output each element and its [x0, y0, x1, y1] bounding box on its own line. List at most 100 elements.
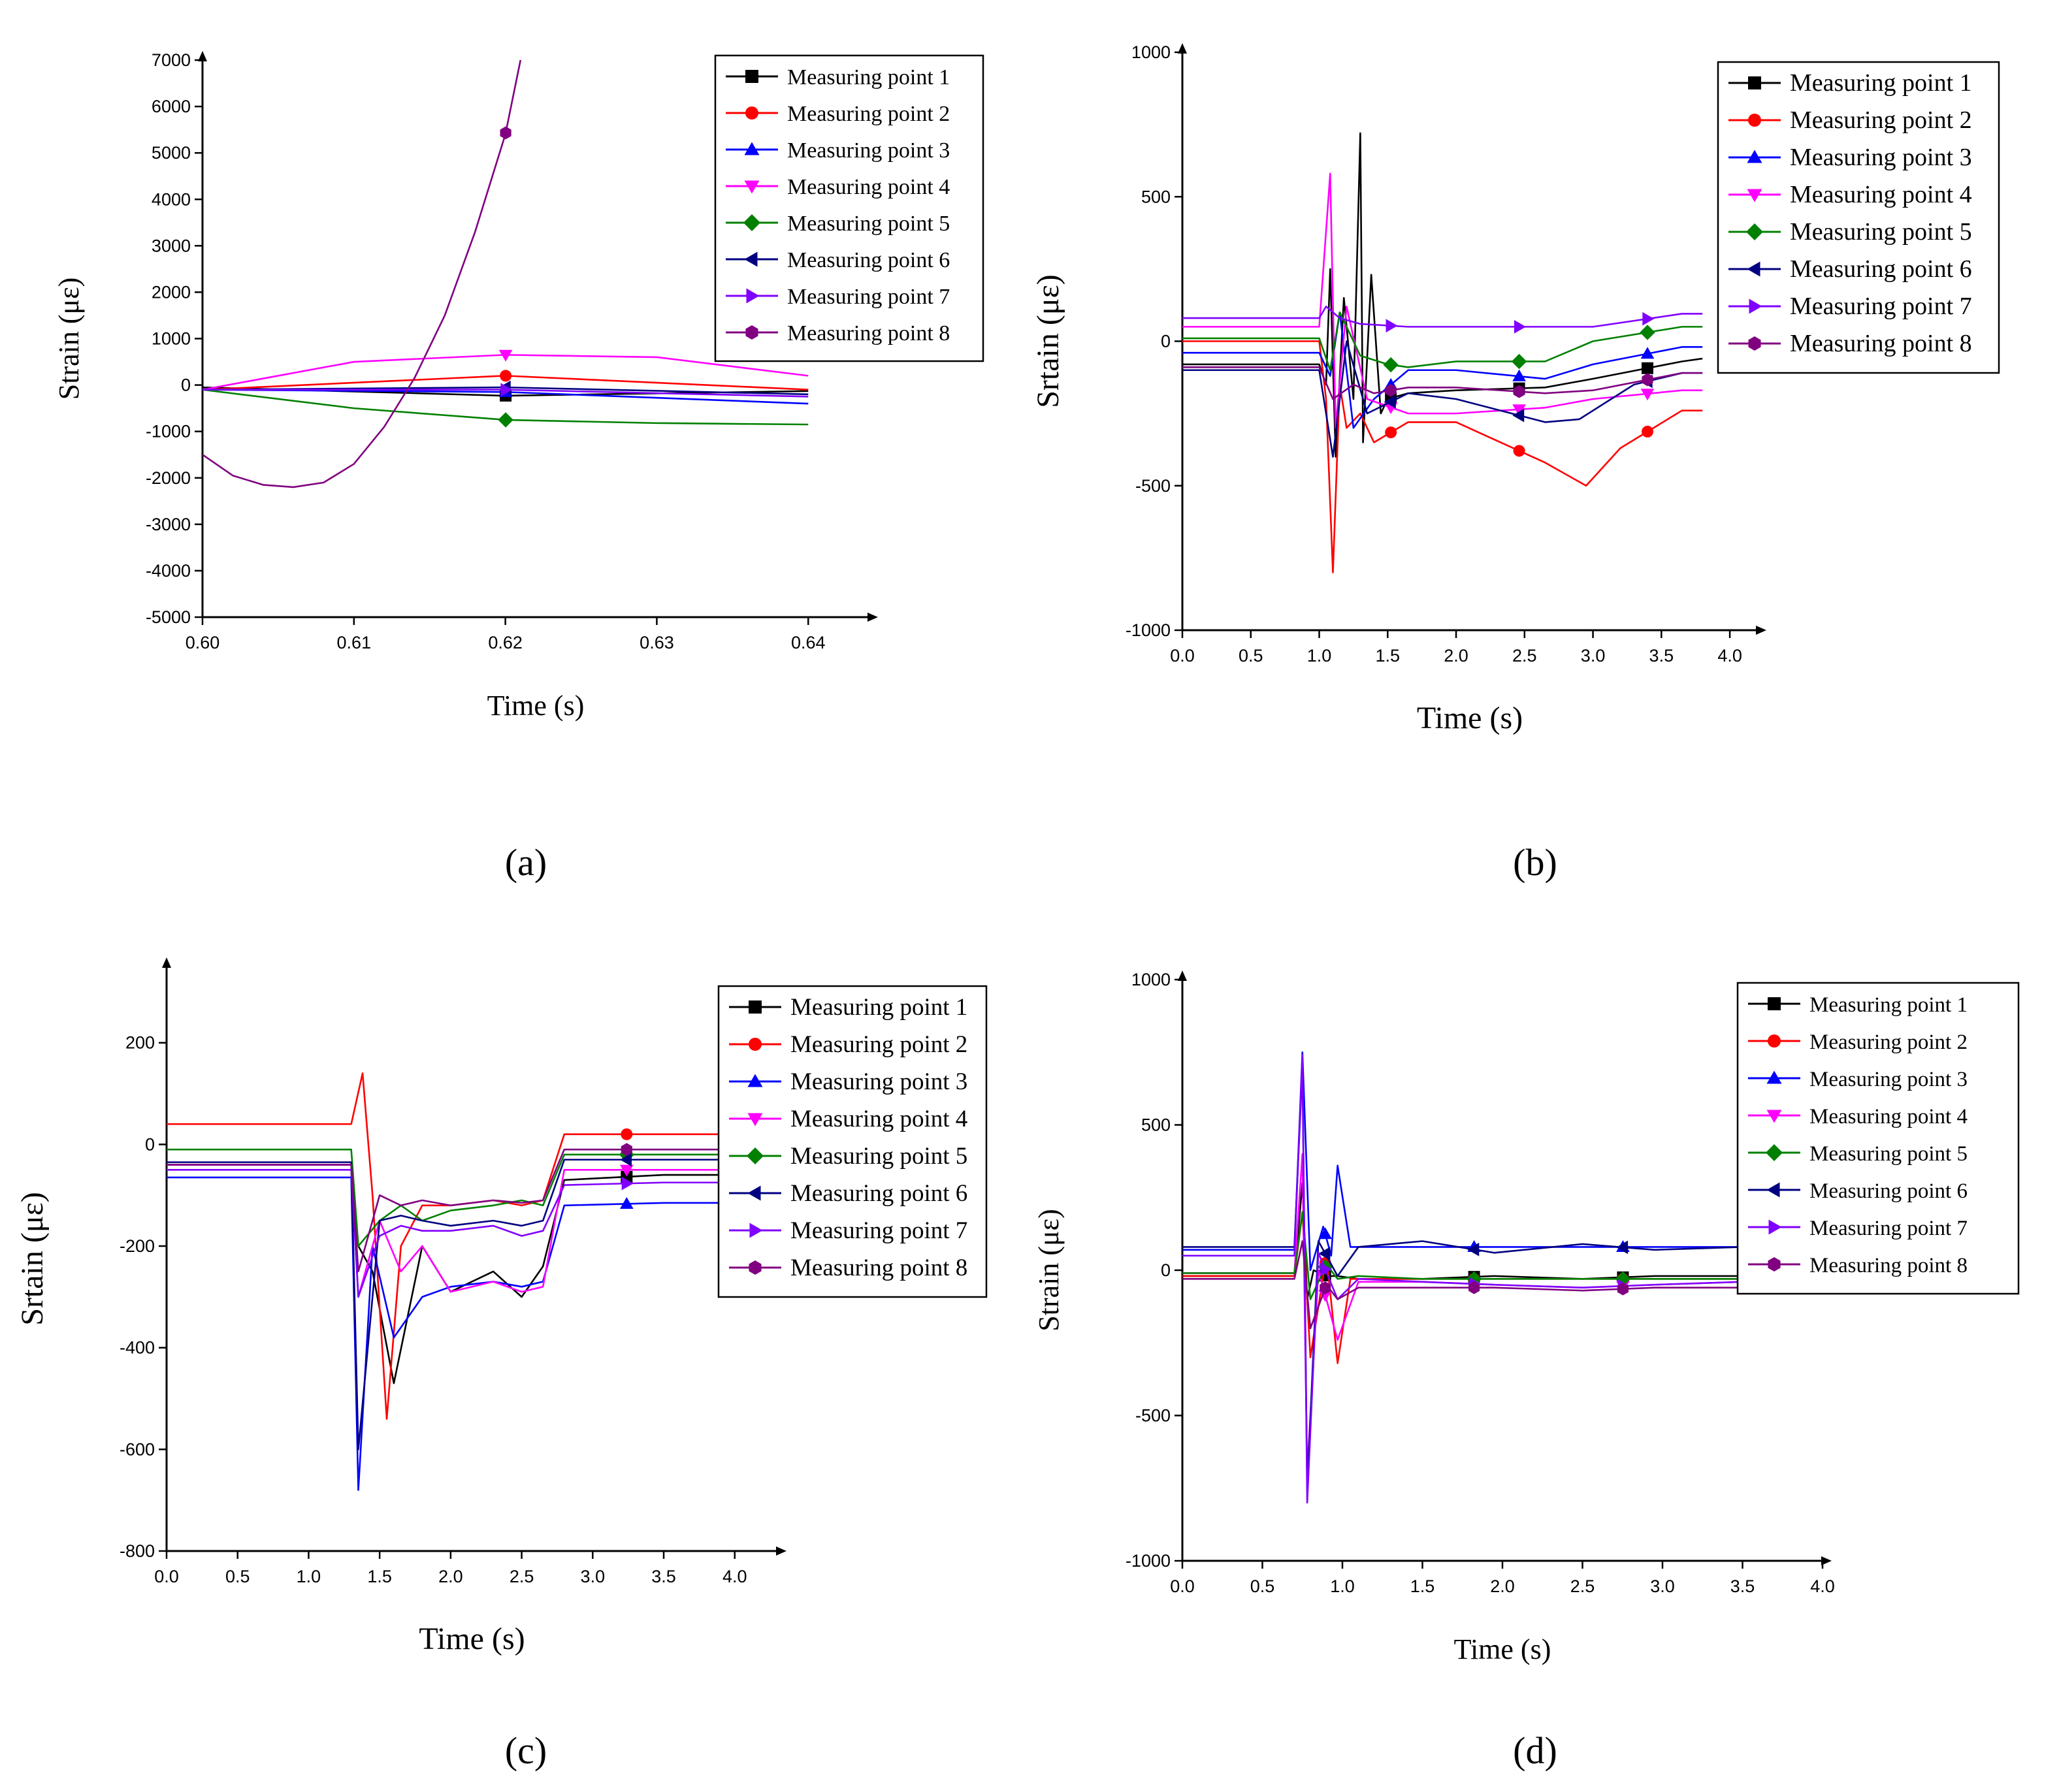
series-marker-6	[1616, 1240, 1629, 1255]
legend-swatch-marker	[747, 1113, 763, 1127]
y-axis-title: Strain (με)	[1033, 1209, 1065, 1331]
legend-swatch-marker	[747, 1147, 764, 1164]
legend-swatch-marker	[749, 1260, 762, 1275]
series-marker-8	[1514, 385, 1525, 398]
panel-b: 0.0 0.5 1.0 1.5 2.0 2.5 3.0 3.5 4.0 -1000 -500 0 500…	[1031, 42, 2000, 884]
x-tick-label: 2.0	[438, 1567, 463, 1586]
series-marker-8	[1617, 1282, 1629, 1296]
panel-caption: (a)	[505, 841, 547, 884]
legend-frame	[1717, 61, 2000, 374]
legend-entry-label: Measuring point 5	[787, 212, 950, 236]
series-line-2	[1182, 340, 1703, 573]
y-axis-title: Strain (με)	[53, 278, 85, 400]
x-tick-label: 0.64	[791, 633, 826, 652]
series-line-8	[1182, 1240, 1823, 1330]
series-marker-3	[619, 1196, 634, 1209]
y-tick-label: 0	[181, 376, 191, 395]
panel-d: 0.0 0.5 1.0 1.5 2.0 2.5 3.0 3.5 4.0 -1000 -500 0 500…	[1033, 970, 2020, 1772]
x-tick-label: 0.5	[225, 1567, 250, 1586]
plot-area	[1182, 132, 1703, 573]
y-tick-label: 1000	[1131, 970, 1171, 989]
y-tick-label: 0	[145, 1134, 155, 1154]
series-marker-8	[1642, 373, 1653, 387]
y-tick-label: -600	[120, 1439, 155, 1459]
y-tick-label: 200	[125, 1033, 155, 1053]
series-line-1	[167, 1164, 735, 1384]
series-line-4	[1182, 1153, 1823, 1475]
legend-entry-label: Measuring point 2	[787, 102, 950, 126]
y-axis-arrow	[1178, 970, 1187, 981]
x-axis-title: Time (s)	[1454, 1633, 1551, 1665]
series-line-7	[1182, 306, 1703, 328]
legend-swatch-marker	[1748, 114, 1761, 127]
y-axis-title: Srtain (με)	[15, 1192, 50, 1326]
x-tick-label: 3.0	[581, 1567, 606, 1586]
legend-entry-label: Measuring point 6	[1809, 1179, 1968, 1203]
plot-area	[167, 1072, 735, 1491]
x-tick-label: 0.5	[1250, 1576, 1275, 1596]
series-marker-5	[1511, 353, 1527, 370]
legend-entry-label: Measuring point 1	[1809, 993, 1968, 1017]
legend-swatch-marker	[1766, 1070, 1782, 1084]
series-marker-3	[1640, 347, 1655, 359]
x-tick-label: 0.0	[154, 1567, 179, 1586]
legend-swatch-marker	[749, 1000, 762, 1014]
y-tick-label: -3000	[146, 515, 191, 534]
legend-entry-label: Measuring point 4	[787, 175, 950, 199]
series-marker-8	[500, 126, 511, 140]
legend-swatch-marker	[1766, 1110, 1782, 1123]
x-tick-label: 2.0	[1444, 646, 1468, 665]
series-marker-4	[1640, 389, 1655, 401]
x-tick-label: 1.5	[1410, 1576, 1435, 1596]
legend-entry-label: Measuring point 4	[1790, 181, 1972, 208]
legend-entry-label: Measuring point 8	[1809, 1254, 1968, 1277]
series-marker-5	[1466, 1271, 1482, 1287]
legend-swatch-marker	[1747, 189, 1762, 202]
series-marker-8	[621, 1143, 632, 1157]
x-tick-label: 3.5	[651, 1567, 676, 1586]
legend-entry-label: Measuring point 2	[1809, 1031, 1968, 1054]
x-axis-arrow	[776, 1546, 786, 1556]
legend-swatch-marker	[1747, 261, 1760, 277]
legend-entry-label: Measuring point 1	[1790, 69, 1972, 97]
legend-entry-label: Measuring point 7	[790, 1217, 967, 1244]
series-marker-4	[619, 1164, 634, 1177]
x-tick-label: 1.0	[297, 1567, 321, 1586]
series-line-8	[167, 1148, 735, 1273]
x-tick-label: 0.5	[1239, 646, 1263, 665]
y-tick-label: 0	[1161, 1260, 1171, 1280]
x-tick-label: 4.0	[1810, 1576, 1835, 1596]
legend-swatch-marker	[1768, 1034, 1781, 1048]
legend-swatch-marker	[745, 70, 758, 83]
legend-frame	[717, 985, 988, 1298]
legend-swatch-marker	[744, 142, 760, 155]
legend-entry-label: Measuring point 5	[1790, 218, 1972, 246]
x-tick-label: 2.5	[1512, 646, 1537, 665]
series-marker-8	[1385, 383, 1397, 397]
x-tick-label: 4.0	[722, 1567, 747, 1586]
y-tick-label: -800	[120, 1541, 155, 1561]
series-line-5	[1182, 311, 1703, 372]
series-line-2	[167, 1072, 735, 1420]
legend-frame	[1736, 982, 2020, 1295]
y-tick-label: 500	[1141, 1115, 1171, 1135]
legend-entry-label: Measuring point 3	[1790, 144, 1972, 171]
x-tick-label: 1.0	[1330, 1576, 1355, 1596]
legend-swatch-marker	[745, 325, 758, 340]
series-line-1	[1182, 132, 1703, 458]
series-marker-7	[1320, 1262, 1333, 1277]
legend-swatch-marker	[1768, 1257, 1781, 1272]
x-tick-label: 3.0	[1581, 646, 1606, 665]
y-axis-arrow	[198, 51, 207, 61]
legend-swatch-marker	[744, 180, 760, 194]
series-marker-2	[1385, 426, 1397, 439]
y-tick-label: -500	[1135, 1406, 1171, 1426]
legend-swatch-marker	[1748, 336, 1761, 351]
series-marker-8	[1320, 1281, 1331, 1294]
legend-swatch-marker	[744, 251, 758, 267]
series-marker-7	[1386, 319, 1398, 333]
legend-entry-label: Measuring point 3	[790, 1068, 967, 1095]
series-line-8	[203, 59, 522, 488]
legend-entry-label: Measuring point 1	[787, 65, 950, 89]
y-tick-label: 6000	[152, 97, 191, 116]
